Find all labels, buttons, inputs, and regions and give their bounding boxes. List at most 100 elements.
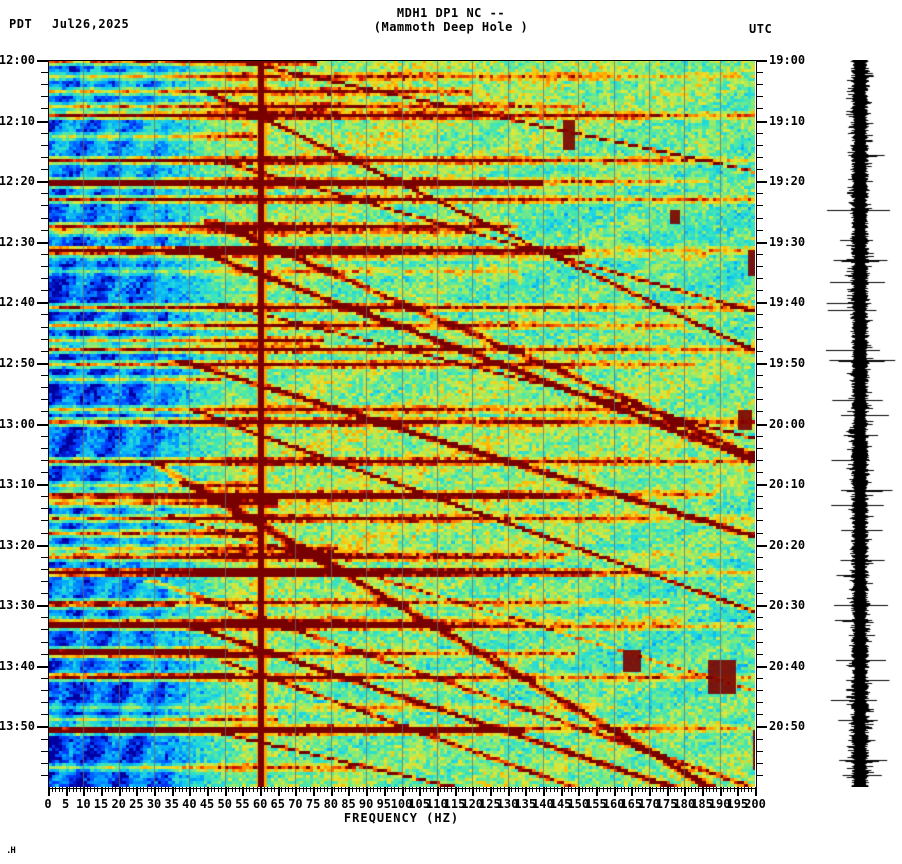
freq-tick-major <box>507 787 510 796</box>
freq-tick-minor <box>733 787 735 792</box>
freq-tick-minor <box>518 787 520 792</box>
freq-tick-minor <box>203 787 205 792</box>
freq-tick-minor <box>599 787 601 792</box>
time-tick-minor <box>41 193 48 195</box>
freq-tick-minor <box>132 787 134 792</box>
freq-tick-major <box>83 787 86 796</box>
freq-tick-major <box>472 787 475 796</box>
freq-tick-minor <box>380 787 382 792</box>
freq-tick-minor <box>320 787 322 792</box>
time-tick-label: 12:10 <box>0 113 35 128</box>
time-tick-minor <box>41 677 48 679</box>
freq-tick-minor <box>694 787 696 792</box>
freq-tick-minor <box>539 787 541 792</box>
frequency-axis: 0 5 10 15 20 25 30 35 40 45 50 55 60 65 70 75 80 85 90 95 10… <box>44 787 766 827</box>
time-tick-minor <box>41 144 48 146</box>
freq-tick-minor <box>306 787 308 792</box>
freq-tick-label: 90 <box>358 797 374 811</box>
seismogram-trace-canvas <box>826 60 902 787</box>
time-tick-major <box>37 484 48 487</box>
time-tick-minor <box>756 641 763 643</box>
time-tick-label: 20:10 <box>769 477 806 492</box>
freq-tick-minor <box>90 787 92 792</box>
time-tick-minor <box>41 593 48 595</box>
time-tick-minor <box>756 253 763 255</box>
freq-tick-major <box>525 787 528 796</box>
freq-tick-label: 165 <box>620 797 643 811</box>
freq-tick-minor <box>645 787 647 792</box>
time-tick-minor <box>41 750 48 752</box>
time-tick-label: 13:00 <box>0 416 35 431</box>
freq-tick-minor <box>528 787 530 792</box>
freq-tick-label: 180 <box>673 797 696 811</box>
freq-tick-label: 160 <box>602 797 625 811</box>
freq-tick-minor <box>482 787 484 792</box>
freq-tick-minor <box>104 787 106 792</box>
freq-tick-minor <box>337 787 339 792</box>
freq-tick-minor <box>408 787 410 792</box>
freq-tick-minor <box>687 787 689 792</box>
freq-tick-minor <box>263 787 265 792</box>
freq-tick-major <box>648 787 651 796</box>
time-tick-label: 13:50 <box>0 719 35 734</box>
freq-tick-minor <box>443 787 445 792</box>
time-tick-minor <box>756 774 763 776</box>
freq-tick-minor <box>641 787 643 792</box>
date-label: Jul26,2025 <box>52 17 130 31</box>
freq-tick-major <box>224 787 227 796</box>
freq-tick-label: 5 <box>62 797 70 811</box>
freq-tick-minor <box>673 787 675 792</box>
time-tick-minor <box>756 84 763 86</box>
freq-tick-minor <box>447 787 449 792</box>
time-tick-minor <box>756 459 763 461</box>
freq-tick-major <box>419 787 422 796</box>
time-tick-minor <box>41 556 48 558</box>
freq-tick-label: 185 <box>691 797 713 811</box>
time-tick-major <box>37 181 48 184</box>
freq-tick-minor <box>567 787 569 792</box>
time-tick-minor <box>41 169 48 171</box>
time-tick-minor <box>756 690 763 692</box>
freq-tick-minor <box>610 787 612 792</box>
freq-tick-minor <box>369 787 371 792</box>
freq-tick-minor <box>175 787 177 792</box>
time-tick-minor <box>756 193 763 195</box>
freq-tick-major <box>242 787 245 796</box>
freq-tick-minor <box>412 787 414 792</box>
freq-tick-minor <box>740 787 742 792</box>
freq-tick-minor <box>327 787 329 792</box>
time-tick-minor <box>41 581 48 583</box>
freq-tick-major <box>260 787 263 796</box>
time-tick-major <box>37 241 48 244</box>
freq-tick-minor <box>58 787 60 792</box>
time-tick-label: 12:30 <box>0 234 35 249</box>
time-tick-label: 19:10 <box>769 113 806 128</box>
time-tick-label: 20:00 <box>769 416 806 431</box>
time-tick-minor <box>756 375 763 377</box>
freq-tick-major <box>330 787 333 796</box>
freq-tick-minor <box>228 787 230 792</box>
freq-tick-minor <box>634 787 636 792</box>
time-axis-utc: 19:00 19:10 19:20 19:30 19:40 19:50 20:00 20:10… <box>756 53 826 787</box>
freq-tick-minor <box>475 787 477 792</box>
freq-tick-minor <box>164 787 166 792</box>
time-tick-minor <box>756 471 763 473</box>
freq-tick-major <box>313 787 316 796</box>
freq-tick-minor <box>698 787 700 792</box>
freq-tick-major <box>348 787 351 796</box>
freq-tick-minor <box>139 787 141 792</box>
freq-tick-major <box>48 787 50 796</box>
freq-tick-minor <box>344 787 346 792</box>
time-tick-minor <box>756 617 763 619</box>
time-tick-minor <box>756 447 763 449</box>
freq-tick-label: 110 <box>426 797 448 811</box>
freq-tick-minor <box>352 787 353 792</box>
freq-tick-major <box>207 787 210 796</box>
freq-tick-minor <box>217 787 219 792</box>
time-tick-label: 13:40 <box>0 658 35 673</box>
freq-tick-minor <box>677 787 679 792</box>
time-tick-minor <box>41 350 48 352</box>
freq-tick-minor <box>511 787 513 792</box>
time-tick-label: 20:20 <box>769 537 806 552</box>
time-tick-minor <box>756 314 763 316</box>
